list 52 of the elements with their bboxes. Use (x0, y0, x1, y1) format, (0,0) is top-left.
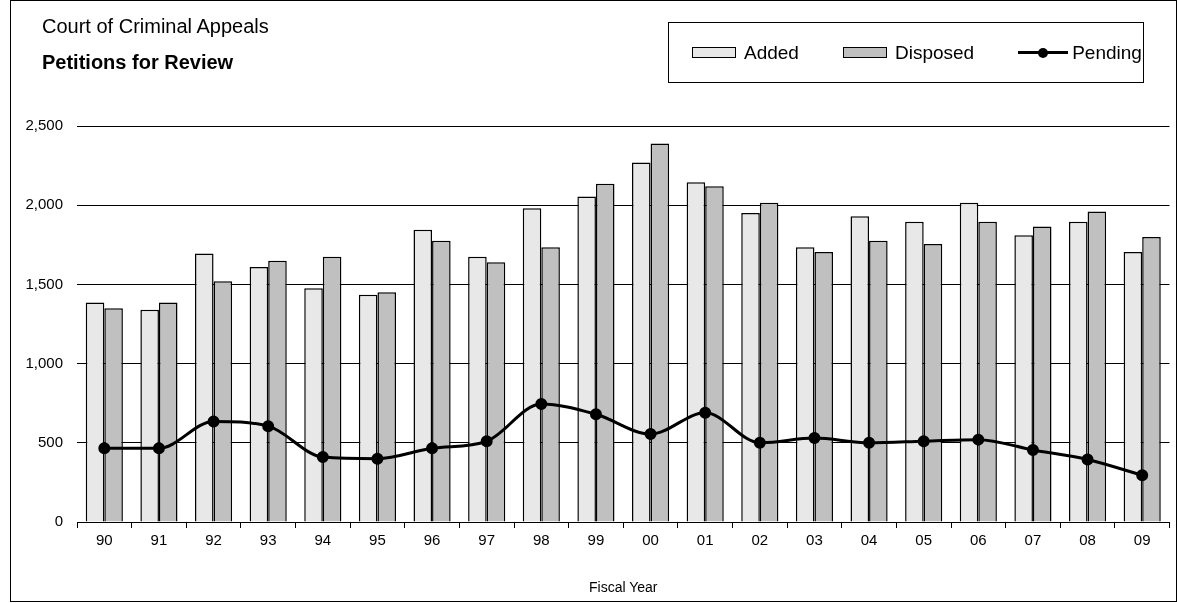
x-tick-label: 05 (915, 531, 933, 549)
point (371, 452, 384, 465)
point (207, 415, 220, 428)
x-tick-label: 95 (369, 531, 386, 549)
point (426, 442, 439, 455)
point (262, 420, 275, 433)
x-tick-label: 90 (95, 531, 113, 549)
chart-subtitle: Petitions for Review (42, 50, 234, 74)
point (480, 435, 493, 448)
x-tick-label: 94 (314, 531, 332, 549)
x-tick-label: 96 (423, 531, 441, 549)
x-tick-label: 98 (532, 531, 550, 549)
x-tick-label: 92 (205, 531, 222, 549)
point (1026, 443, 1039, 456)
x-axis-title: Fiscal Year (589, 579, 658, 596)
point (972, 433, 985, 446)
point (863, 436, 876, 449)
x-tick-label: 08 (1079, 531, 1096, 549)
x-tick-label: 09 (1133, 531, 1151, 549)
point (535, 397, 548, 410)
x-tick-label: 99 (587, 531, 605, 549)
y-tick-label: 1,000 (25, 353, 63, 371)
x-tick-label: 03 (806, 531, 823, 549)
point (917, 435, 930, 448)
x-tick-label: 91 (150, 531, 168, 549)
x-tick-label: 01 (696, 531, 714, 549)
x-tick-label: 06 (969, 531, 987, 549)
point (98, 442, 111, 455)
point (753, 436, 766, 449)
legend-label: Pending (1072, 41, 1142, 64)
point (699, 406, 712, 419)
x-tick-label: 02 (751, 531, 769, 549)
chart-title: Court of Criminal Appeals (42, 14, 269, 38)
point (589, 408, 602, 421)
point (1081, 453, 1094, 466)
legend-label: Disposed (894, 41, 975, 64)
y-tick-label: 1,500 (25, 274, 63, 292)
y-tick-label: 2,500 (25, 116, 63, 134)
x-tick-label: 04 (860, 531, 878, 549)
point (808, 432, 821, 445)
x-tick-label: 97 (478, 531, 496, 549)
legend-label: Added (744, 41, 799, 64)
x-tick-label: 93 (259, 531, 277, 549)
point (644, 428, 657, 441)
y-tick-label: 0 (54, 512, 63, 530)
y-tick-label: 2,000 (25, 195, 63, 213)
x-tick-label: 00 (642, 531, 659, 549)
y-tick-label: 500 (37, 432, 63, 450)
point (152, 442, 165, 455)
x-tick-label: 07 (1024, 531, 1042, 549)
point (316, 451, 329, 464)
point (1136, 469, 1149, 482)
